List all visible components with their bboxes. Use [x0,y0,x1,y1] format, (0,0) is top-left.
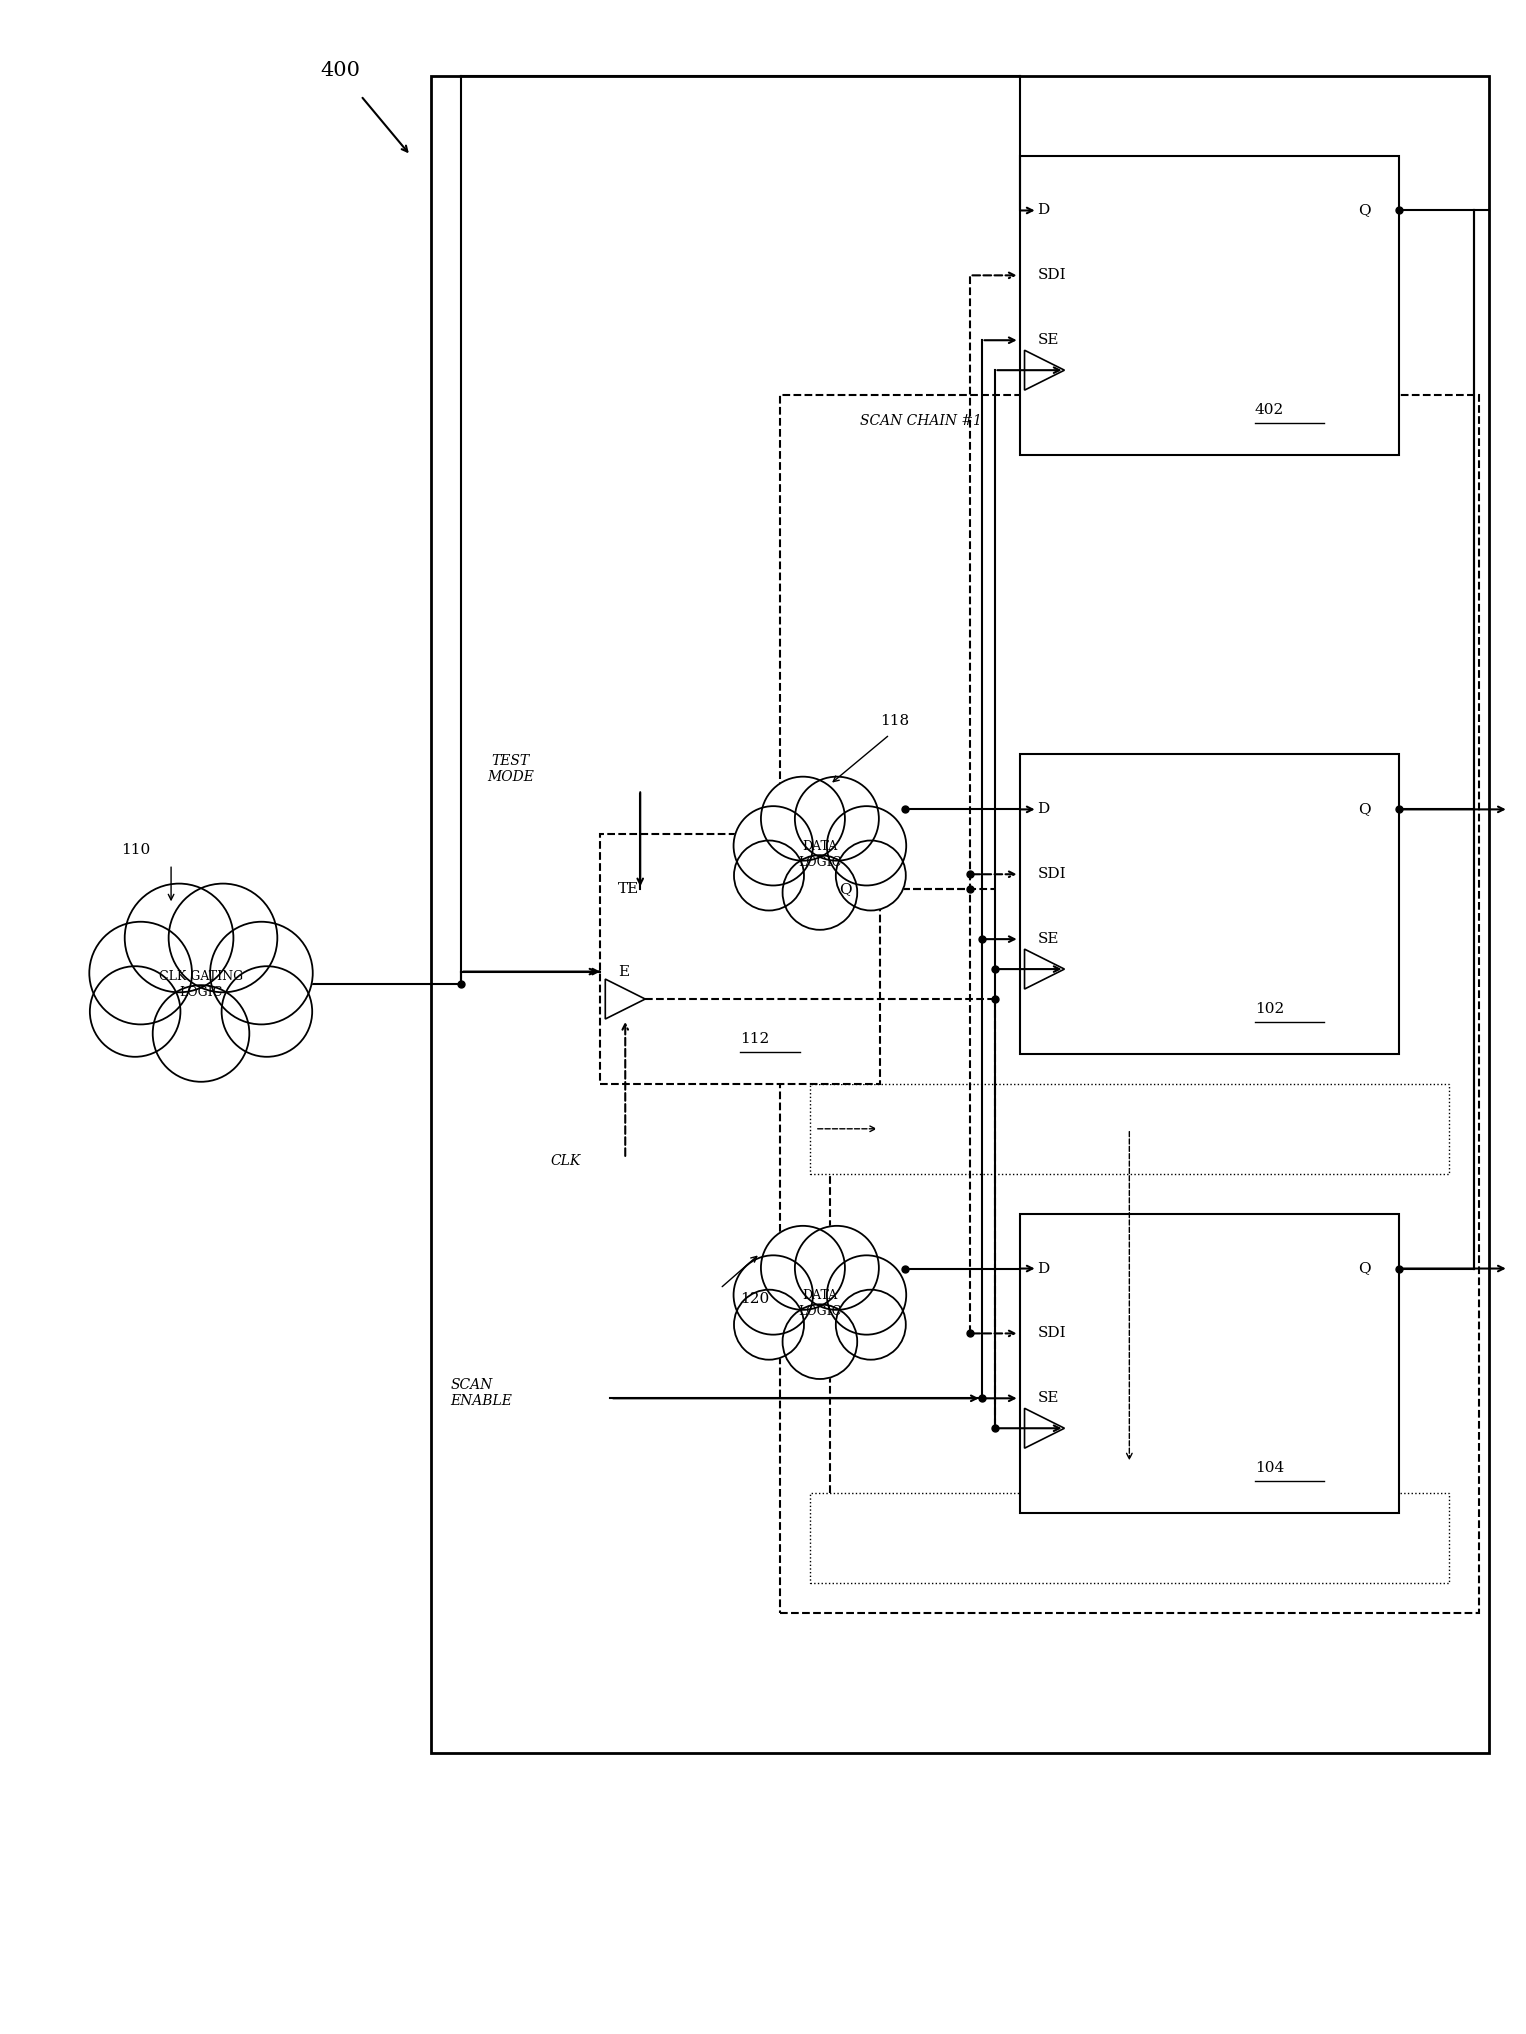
Text: TE: TE [618,883,639,897]
Circle shape [827,805,906,885]
Text: DATA
LOGIC: DATA LOGIC [798,840,841,869]
Circle shape [783,1304,858,1379]
Bar [780,395,1479,1613]
Circle shape [734,1255,813,1334]
Text: Q: Q [1358,1261,1370,1275]
Circle shape [836,840,906,911]
Text: CLK: CLK [551,1153,580,1168]
Circle shape [734,840,804,911]
Circle shape [125,883,233,993]
Bar [1019,155,1399,456]
Bar [600,834,881,1084]
Text: 120: 120 [740,1292,769,1306]
Text: D: D [1038,203,1050,218]
Circle shape [221,966,313,1058]
Text: SCAN CHAIN #1: SCAN CHAIN #1 [859,415,981,427]
Text: E: E [618,964,629,978]
Text: 104: 104 [1254,1460,1283,1475]
Circle shape [783,854,858,930]
Text: Q: Q [1358,801,1370,816]
Text: 402: 402 [1254,403,1283,417]
Circle shape [734,1290,804,1359]
Circle shape [761,1227,845,1310]
Circle shape [795,777,879,860]
Circle shape [169,883,278,993]
Circle shape [761,777,845,860]
Circle shape [211,921,313,1025]
Text: SE: SE [1038,334,1059,348]
Bar [430,75,1489,1753]
Text: 400: 400 [320,61,360,79]
Text: CLK GATING
LOGIC: CLK GATING LOGIC [159,970,243,999]
Text: TEST
MODE: TEST MODE [487,755,534,785]
Text: Q: Q [839,883,852,897]
Circle shape [90,966,180,1058]
Text: SE: SE [1038,1391,1059,1405]
Bar [1019,755,1399,1054]
Circle shape [90,921,192,1025]
Text: SCAN
ENABLE: SCAN ENABLE [450,1379,513,1408]
Circle shape [836,1290,906,1359]
Text: Q: Q [1358,203,1370,218]
Text: D: D [1038,801,1050,816]
Text: 118: 118 [881,714,909,728]
Text: 110: 110 [121,844,151,856]
Text: SDI: SDI [1038,268,1067,283]
Text: D: D [1038,1261,1050,1275]
Circle shape [795,1227,879,1310]
Bar [810,1084,1448,1174]
Circle shape [734,805,813,885]
Circle shape [827,1255,906,1334]
Text: 112: 112 [740,1031,769,1045]
Text: SDI: SDI [1038,866,1067,881]
Bar [1019,1214,1399,1513]
Bar [810,1493,1448,1582]
Circle shape [153,984,249,1082]
Text: SE: SE [1038,932,1059,946]
Text: 102: 102 [1254,1003,1283,1017]
Text: SDI: SDI [1038,1326,1067,1340]
Text: DATA
LOGIC: DATA LOGIC [798,1290,841,1318]
